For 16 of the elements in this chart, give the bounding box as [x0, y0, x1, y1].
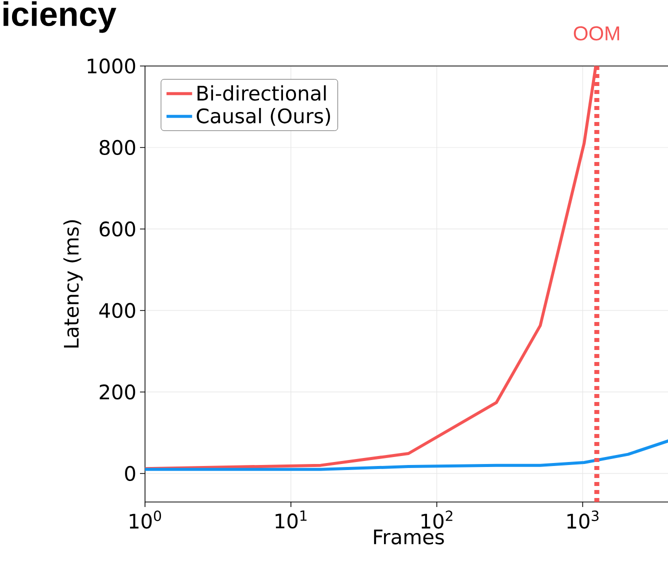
- ref-line-label: OOM: [574, 26, 620, 40]
- y-tick-label: 400: [99, 302, 136, 318]
- y-axis-title: Latency (ms): [63, 220, 83, 348]
- legend-label: Bi-directional: [198, 85, 326, 101]
- y-tick-label: 200: [100, 384, 136, 400]
- x-tick-label: 10$^{0}$: [130, 510, 162, 529]
- x-tick-label: 10$^{3}$: [567, 510, 598, 529]
- y-tick-label: 0: [125, 466, 136, 482]
- legend-label: Causal (Ours): [196, 108, 330, 126]
- x-tick-label: 10$^{1}$: [276, 510, 307, 529]
- y-tick-label: 1000: [88, 58, 136, 74]
- x-tick-label: 10$^{2}$: [422, 510, 452, 529]
- y-tick-label: 800: [100, 140, 136, 156]
- chart-title: iciency: [4, 1, 116, 33]
- x-axis-title: Frames: [374, 530, 444, 544]
- y-tick-label: 600: [100, 221, 136, 237]
